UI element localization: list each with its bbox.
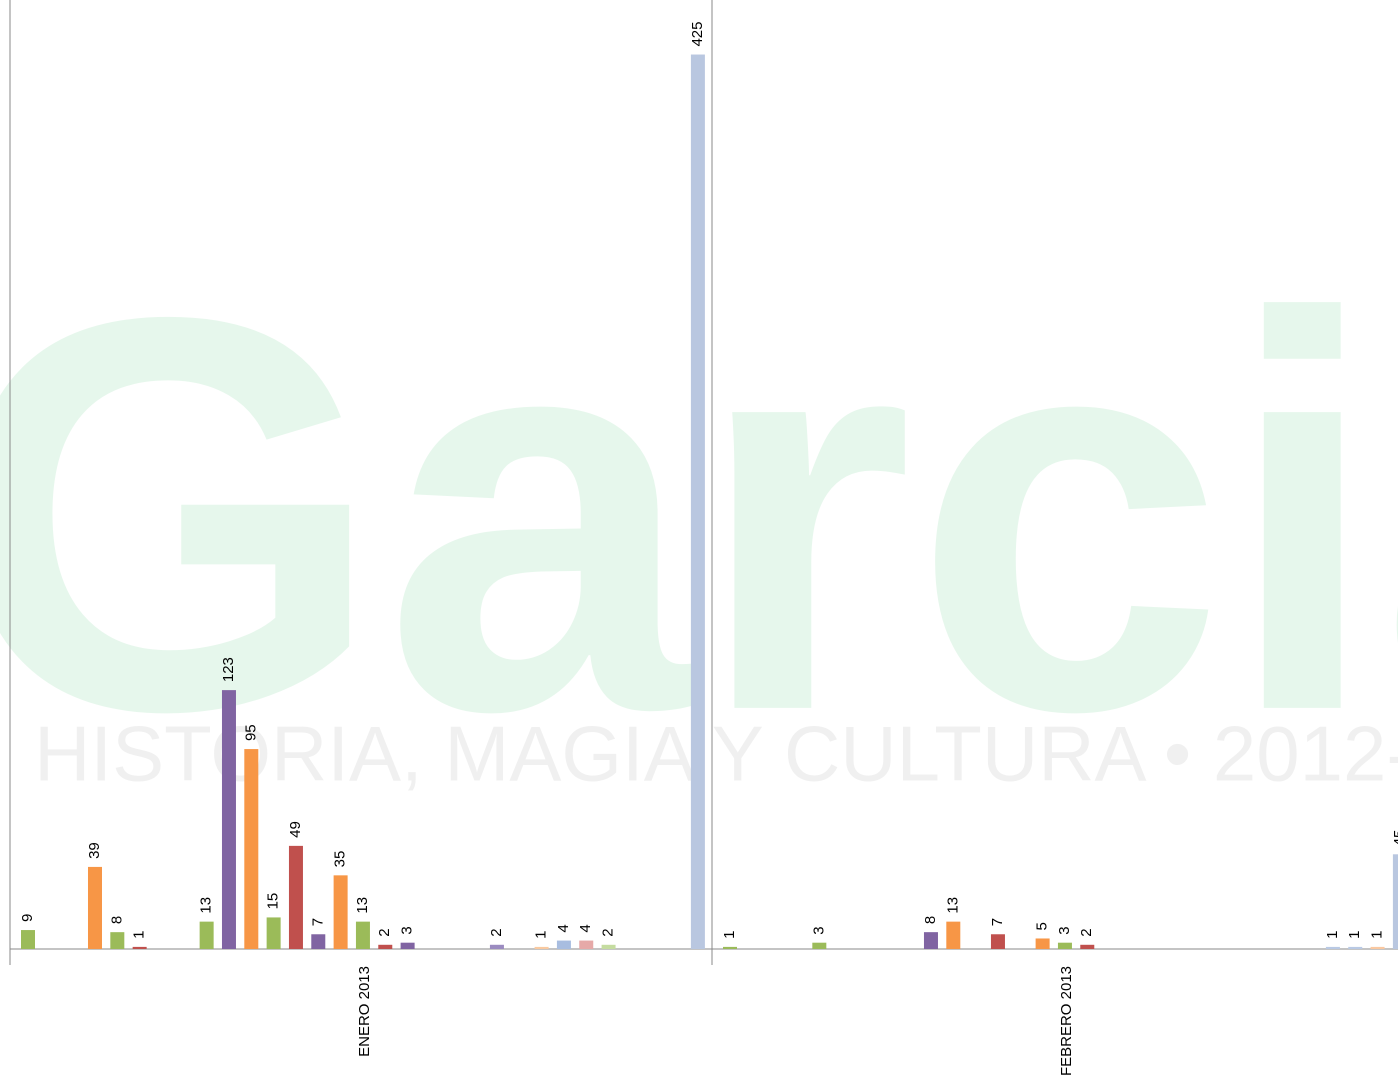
data-label: 3 [810,926,827,934]
chart: Garcia HISTORIA, MAGIA Y CULTURA • 2012-… [0,0,1398,1080]
data-label: 3 [399,926,416,934]
data-label: 425 [689,21,706,46]
bar [289,846,303,949]
data-label: 4 [555,924,572,932]
bar [946,922,960,949]
data-label: 2 [1078,928,1095,936]
bar [378,945,392,949]
data-label: 1 [533,931,550,939]
bar [1036,938,1050,949]
data-label: 9 [19,914,36,922]
bar [267,917,281,949]
data-label: 1 [1324,931,1341,939]
data-label: 39 [86,842,103,859]
bar [88,867,102,949]
data-label: 1 [131,931,148,939]
bar [1080,945,1094,949]
bar [311,934,325,949]
bar [602,945,616,949]
data-label: 13 [198,897,215,914]
bar [691,55,705,949]
data-label: 2 [488,928,505,936]
bar [557,941,571,949]
data-label: 1 [721,931,738,939]
bar [1348,947,1362,949]
data-label: 13 [944,897,961,914]
bar [110,932,124,949]
x-tick-label: ENERO 2013 [356,966,373,1057]
data-label: 2 [376,928,393,936]
bar [924,932,938,949]
bar [991,934,1005,949]
bar [535,947,549,949]
bar [401,943,415,949]
data-label: 8 [922,916,939,924]
watermark-subtitle: HISTORIA, MAGIA Y CULTURA • 2012-2015 [34,710,1398,798]
data-label: 123 [220,657,237,682]
bar [21,930,35,949]
data-label: 95 [242,724,259,741]
x-tick-label: FEBRERO 2013 [1058,966,1075,1076]
bar [1326,947,1340,949]
data-label: 35 [332,851,349,868]
data-label: 15 [265,893,282,910]
data-label: 1 [1346,931,1363,939]
bar [490,945,504,949]
data-label: 5 [1034,922,1051,930]
data-label: 49 [287,821,304,838]
bar [200,922,214,949]
data-label: 2 [600,928,617,936]
bar [356,922,370,949]
bar [222,690,236,949]
bar [244,749,258,949]
bar [1393,854,1398,949]
data-label: 4 [577,924,594,932]
data-label: 1 [1369,931,1386,939]
data-label: 7 [989,918,1006,926]
data-label: 13 [354,897,371,914]
bar [579,941,593,949]
data-label: 7 [309,918,326,926]
bar [812,943,826,949]
bar [133,947,147,949]
data-label: 3 [1056,926,1073,934]
data-label: 45 [1391,830,1398,847]
bar [334,875,348,949]
data-label: 8 [108,916,125,924]
bar [1371,947,1385,949]
bar [1058,943,1072,949]
bar [723,947,737,949]
